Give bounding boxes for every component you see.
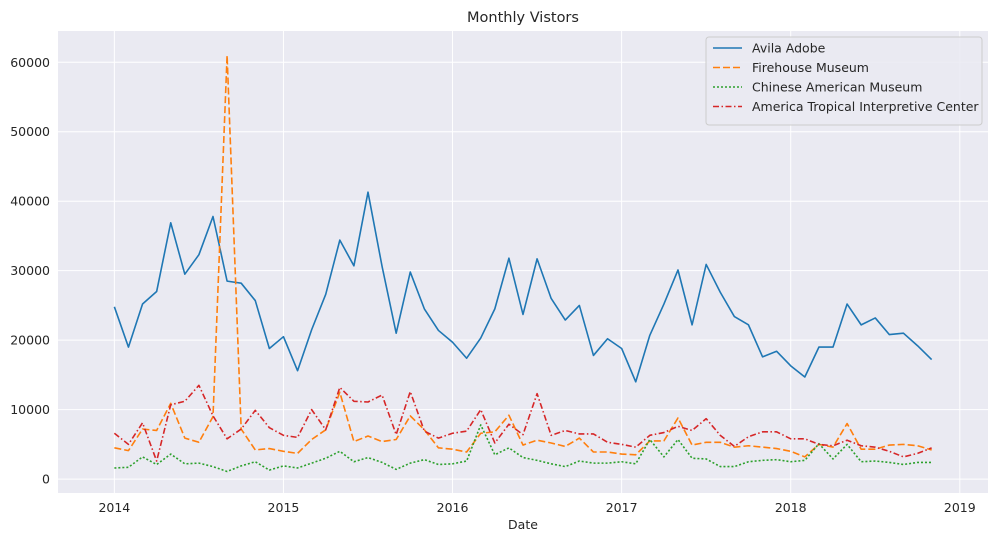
y-tick-label: 60000: [10, 55, 50, 70]
legend-box: [705, 36, 983, 126]
x-tick-label: 2015: [268, 500, 300, 515]
tick-labels: 0 10000 20000 30000 40000 50000 60000 2014 2015 2…: [10, 55, 976, 515]
series-line-firehouse-museum: [114, 54, 932, 458]
chart-title: Monthly Vistors: [467, 10, 579, 26]
x-tick-label: 2014: [98, 500, 130, 515]
y-tick-label: 0: [42, 472, 50, 487]
x-tick-label: 2018: [775, 500, 807, 515]
y-tick-label: 30000: [10, 263, 50, 278]
legend-label: Avila Adobe: [752, 41, 826, 56]
legend: Avila Adobe Firehouse Museum Chinese Ameri…: [705, 36, 983, 126]
grid-lines: [58, 31, 988, 493]
y-tick-label: 20000: [10, 333, 50, 348]
x-tick-label: 2019: [944, 500, 976, 515]
legend-label: Firehouse Museum: [752, 60, 869, 75]
series-lines: [113, 54, 933, 473]
y-tick-label: 10000: [10, 402, 50, 417]
y-tick-label: 50000: [10, 124, 50, 139]
x-axis-label: Date: [508, 517, 538, 532]
legend-label: Chinese American Museum: [752, 80, 922, 95]
series-line-avila-adobe: [113, 191, 933, 383]
y-tick-label: 40000: [10, 194, 50, 209]
x-tick-label: 2017: [606, 500, 638, 515]
legend-label: America Tropical Interpretive Center: [752, 99, 979, 114]
x-tick-label: 2016: [437, 500, 469, 515]
series-line-chinese-american-museum: [114, 424, 932, 473]
series-line-america-tropical-interpretive-center: [113, 384, 932, 462]
